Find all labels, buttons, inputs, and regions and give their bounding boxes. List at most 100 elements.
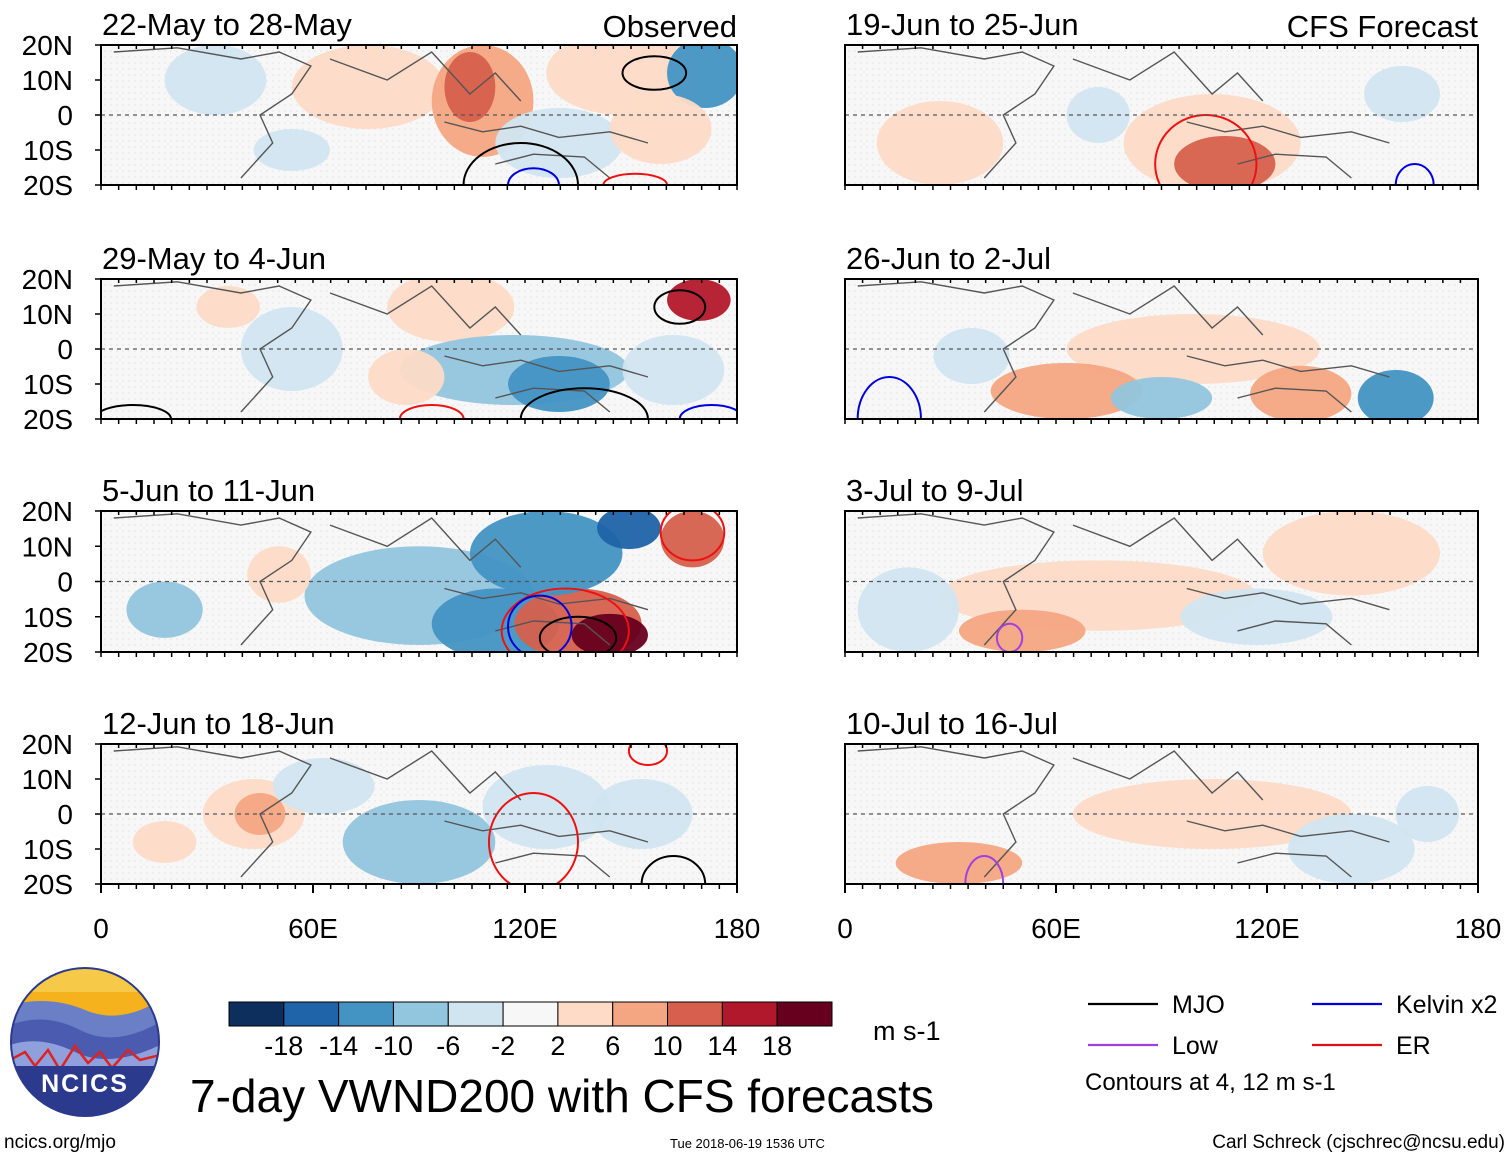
y-tick-label: 0: [57, 100, 73, 131]
units-label: m s-1: [873, 1016, 941, 1046]
wave-contour: [856, 376, 922, 419]
coastline: [857, 281, 1390, 413]
timestamp: Tue 2018-06-19 1536 UTC: [670, 1136, 825, 1151]
map-panel: 12-Jun to 18-Jun 20N 10N 0 10S 20S 0 60E 120E 180: [22, 706, 761, 944]
anomaly-shading: [1288, 814, 1415, 884]
anomaly-shading: [857, 567, 959, 652]
colorbar-tick-label: -10: [374, 1031, 413, 1061]
wave-contour: [627, 744, 669, 766]
wave-contour: [659, 511, 726, 562]
y-tick-label: 10S: [23, 602, 73, 633]
y-tick-label: 20S: [23, 637, 73, 668]
wave-contour: [995, 622, 1024, 652]
anomaly-shading: [597, 511, 661, 550]
y-tick-label: 10N: [22, 299, 73, 330]
anomaly-shading: [895, 842, 1023, 884]
anomaly-shading: [469, 511, 623, 596]
coastline: [857, 746, 1390, 878]
legend: MJO Kelvin x2 Low ER Contours at 4, 12 m s-1: [1085, 991, 1497, 1096]
anomaly-shading: [1395, 786, 1460, 842]
wave-contour: [621, 55, 688, 91]
wave-contour: [462, 142, 579, 185]
panel-title: 22-May to 28-May: [102, 7, 352, 42]
colorbar-swatch: [612, 1001, 669, 1027]
anomaly-shading: [990, 363, 1143, 419]
map-panel: 26-Jun to 2-Jul: [844, 241, 1479, 424]
coastline: [113, 746, 649, 878]
legend-label: Low: [1172, 1032, 1219, 1060]
coastline: [113, 281, 649, 413]
coastline: [113, 47, 649, 179]
y-tick-label: 0: [57, 334, 73, 365]
map-panel: 3-Jul to 9-Jul: [844, 473, 1479, 657]
colorbar-tick-label: 6: [605, 1031, 620, 1061]
colorbar-swatch: [447, 1001, 504, 1027]
wave-contour: [507, 594, 573, 652]
anomaly-shading: [495, 108, 623, 178]
credit-left[interactable]: ncics.org/mjo: [4, 1132, 116, 1153]
colorbar-swatch: [557, 1001, 614, 1027]
wave-contour: [653, 289, 707, 325]
y-tick-label: 10S: [23, 834, 73, 865]
panel-title: 29-May to 4-Jun: [102, 241, 326, 276]
map-panel: 29-May to 4-Jun 20N 10N 0 10S 20S: [22, 241, 738, 435]
anomaly-field: [857, 47, 1441, 185]
anomaly-shading: [508, 356, 610, 412]
y-tick-label: 20S: [23, 170, 73, 201]
colorbar-swatch: [502, 1001, 559, 1027]
colorbar-tick-label: 10: [653, 1031, 683, 1061]
panel-title: 5-Jun to 11-Jun: [102, 473, 315, 508]
legend-label: ER: [1396, 1032, 1431, 1060]
anomaly-field: [113, 511, 726, 652]
colorbar-swatch: [392, 1001, 449, 1027]
anomaly-shading: [1110, 377, 1213, 419]
anomaly-field: [113, 744, 707, 884]
colorbar: -18 -14 -10 -6 -2 2 6 10 14 18: [228, 1001, 833, 1061]
y-tick-label: 10S: [23, 135, 73, 166]
anomaly-shading: [368, 349, 445, 405]
anomaly-shading: [667, 45, 737, 108]
map-panel: 22-May to 28-May 20N 10N 0 10S 20S: [22, 7, 738, 201]
anomaly-shading: [1066, 87, 1130, 143]
wave-contour: [500, 587, 630, 652]
wave-contour: [519, 387, 649, 419]
colorbar-swatch: [776, 1001, 833, 1027]
anomaly-shading: [1250, 365, 1352, 419]
y-tick-label: 10S: [23, 369, 73, 400]
anomaly-shading: [342, 800, 496, 884]
ncics-logo: NCICS: [10, 967, 160, 1117]
anomaly-shading: [660, 511, 725, 568]
x-tick-label: 60E: [288, 913, 338, 944]
x-tick-label: 180: [1455, 913, 1502, 944]
map-panel: 10-Jul to 16-Jul 0 60E 120E 180: [837, 706, 1501, 944]
panel-title: 26-Jun to 2-Jul: [846, 241, 1051, 276]
y-tick-label: 10N: [22, 764, 73, 795]
y-tick-label: 10N: [22, 65, 73, 96]
panel-title: 10-Jul to 16-Jul: [846, 706, 1058, 741]
anomaly-shading: [1357, 370, 1434, 419]
wave-contour: [101, 404, 172, 419]
colorbar-tick-label: 14: [707, 1031, 737, 1061]
anomaly-shading: [590, 779, 693, 849]
x-tick-label: 60E: [1031, 913, 1081, 944]
cfs-forecast-label: CFS Forecast: [1287, 9, 1479, 44]
observed-label: Observed: [603, 9, 737, 44]
anomaly-shading: [1180, 588, 1333, 645]
anomaly-shading: [876, 101, 1004, 185]
anomaly-shading: [132, 821, 197, 863]
anomaly-shading: [164, 45, 267, 115]
anomaly-shading: [667, 279, 731, 321]
anomaly-shading: [1066, 314, 1320, 384]
anomaly-field: [101, 279, 737, 419]
wave-contour: [964, 855, 1005, 884]
anomaly-shading: [933, 328, 1010, 384]
y-tick-label: 20N: [22, 264, 73, 295]
colorbar-swatch: [283, 1001, 340, 1027]
y-tick-label: 20N: [22, 729, 73, 760]
colorbar-tick-label: -6: [436, 1031, 460, 1061]
anomaly-shading: [291, 45, 445, 129]
anomaly-shading: [253, 129, 330, 171]
y-tick-label: 20N: [22, 30, 73, 61]
colorbar-tick-label: 18: [762, 1031, 792, 1061]
colorbar-tick-label: -14: [319, 1031, 358, 1061]
